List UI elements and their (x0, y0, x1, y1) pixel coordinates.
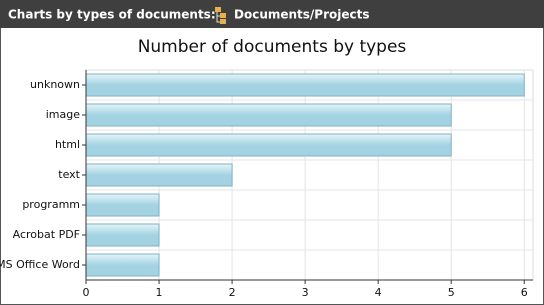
header-title: Charts by types of documents: (8, 8, 216, 22)
tree-icon (215, 7, 226, 24)
x-tick-label: 5 (448, 286, 455, 299)
y-tick-label: text (58, 168, 80, 181)
bar (85, 223, 160, 247)
x-tick-label: 4 (375, 286, 382, 299)
x-tick-label: 1 (156, 286, 163, 299)
y-tick-label: html (55, 138, 80, 151)
header-path[interactable]: Documents/Projects (234, 8, 370, 22)
x-tick-label: 3 (302, 286, 309, 299)
bar (85, 193, 160, 217)
bar (85, 163, 233, 187)
y-tick-label: unknown (30, 78, 80, 91)
bar (85, 73, 525, 97)
y-tick-label: MS Office Word (0, 258, 80, 271)
header-bar (0, 0, 544, 28)
y-tick-label: programm (22, 198, 80, 211)
x-tick-label: 0 (83, 286, 90, 299)
y-tick-label: Acrobat PDF (13, 228, 80, 241)
y-tick-label: image (46, 108, 80, 121)
bar (85, 103, 452, 127)
x-tick-label: 2 (229, 286, 236, 299)
x-tick-label: 6 (521, 286, 528, 299)
chart-title: Number of documents by types (138, 37, 407, 57)
bar (85, 133, 452, 157)
bar (85, 253, 160, 277)
